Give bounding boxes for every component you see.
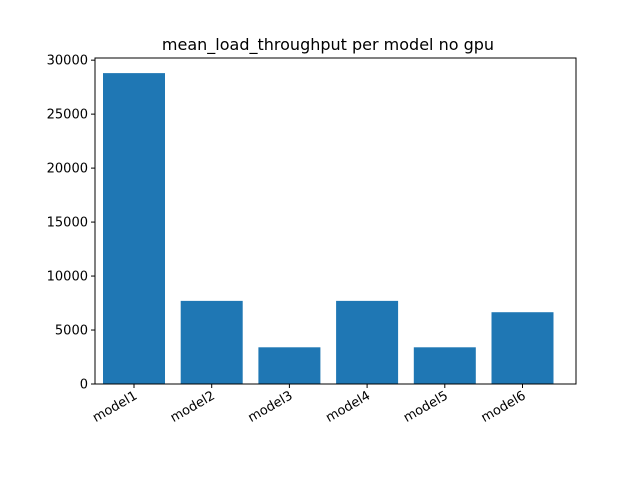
y-tick-label: 10000 [47, 270, 88, 285]
y-tick-label: 25000 [47, 108, 88, 123]
chart-title: mean_load_throughput per model no gpu [162, 35, 494, 55]
bar-model5 [413, 347, 476, 384]
y-tick-label: 5000 [55, 324, 88, 339]
x-axis: model1 model2 model3 model4 model5 model6 [90, 384, 529, 426]
bar-model3 [258, 347, 321, 384]
x-tick-label: model6 [479, 388, 529, 425]
x-tick-label: model4 [323, 388, 373, 425]
bar-model1 [103, 73, 165, 384]
y-tick-label: 0 [80, 378, 88, 393]
x-tick-label: model3 [246, 388, 296, 425]
y-tick-label: 15000 [47, 216, 88, 231]
y-tick-label: 30000 [47, 54, 88, 69]
bar-model6 [491, 312, 554, 384]
bar-model4 [336, 300, 399, 384]
plot-frame [94, 57, 577, 385]
bars-group [103, 73, 554, 384]
x-tick-label: model2 [168, 388, 218, 425]
x-tick-label: model5 [401, 388, 451, 425]
y-axis: 0 5000 10000 15000 20000 25000 30000 [47, 54, 95, 393]
bar-model2 [180, 300, 243, 384]
x-tick-label: model1 [90, 388, 140, 425]
y-tick-label: 20000 [47, 162, 88, 177]
